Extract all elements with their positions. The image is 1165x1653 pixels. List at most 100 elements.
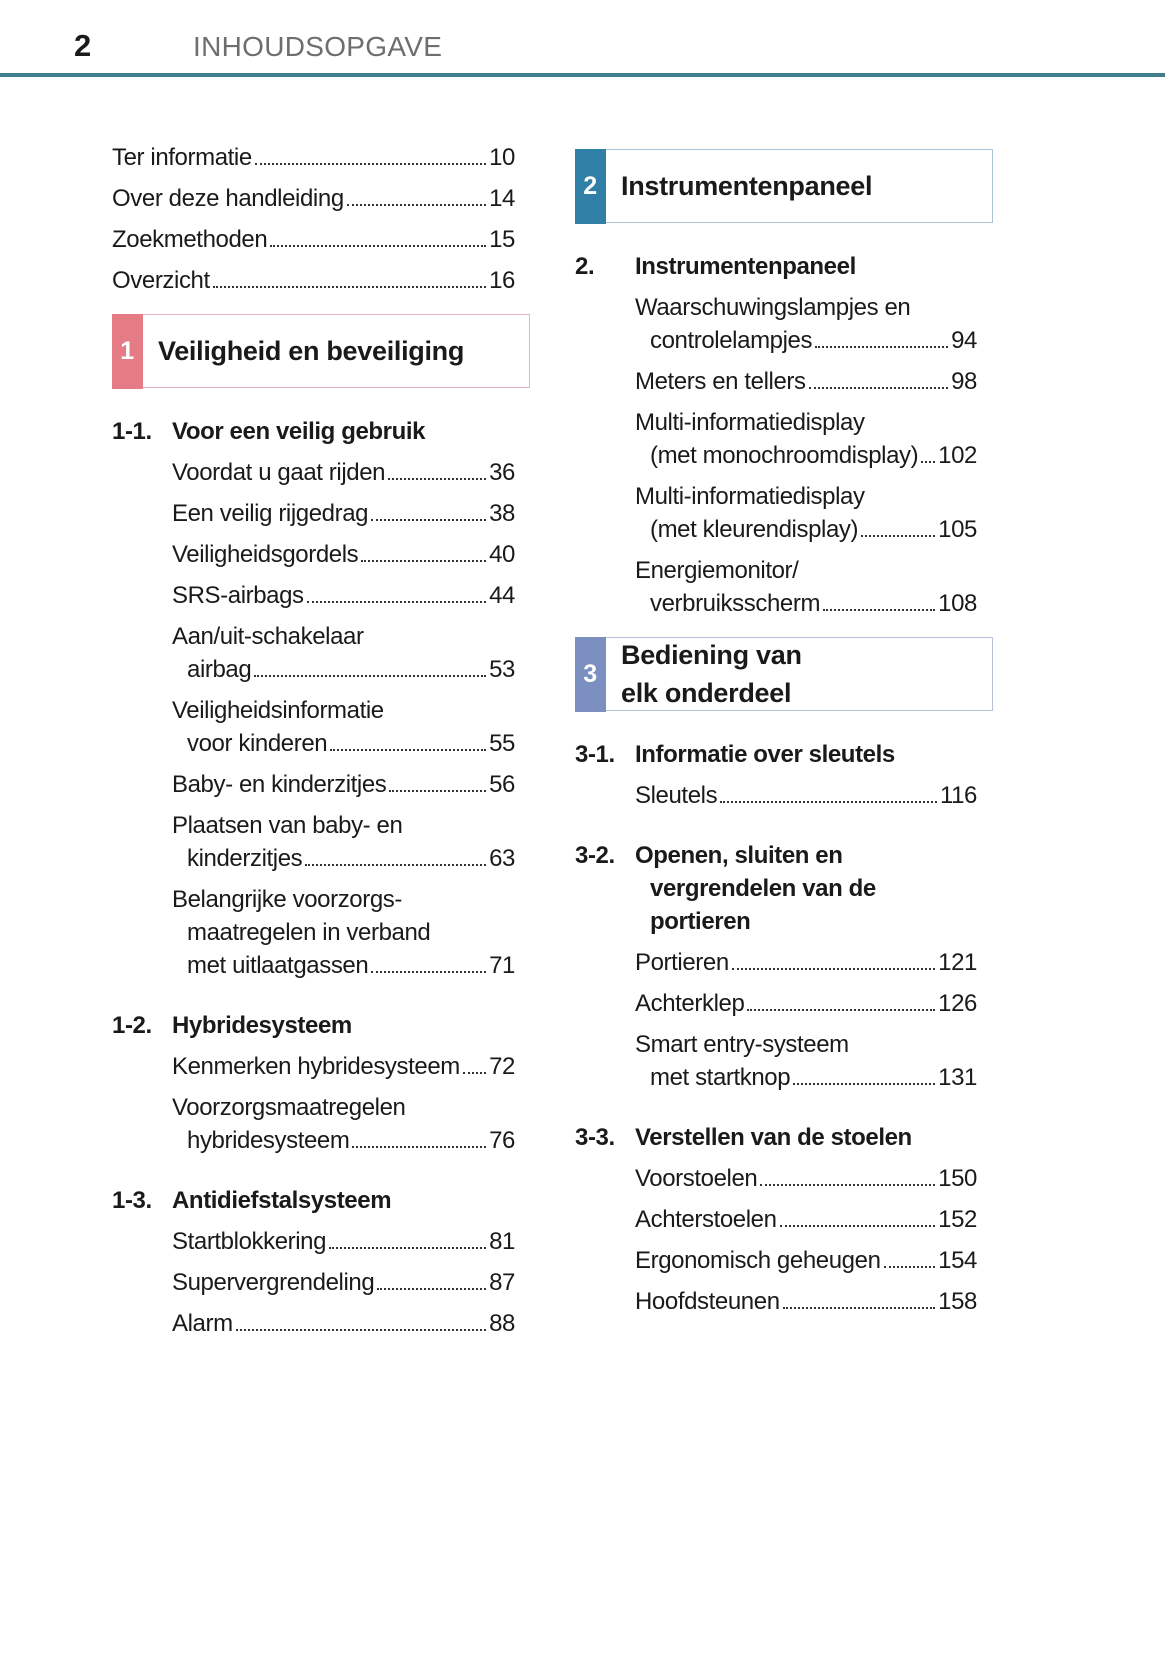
- toc-entry-line: Ter informatie 10: [112, 141, 515, 174]
- toc-entry-line: Waarschuwingslampjes en: [635, 291, 977, 324]
- toc-entry[interactable]: Alarm 88: [172, 1307, 515, 1340]
- toc-entry[interactable]: Smart entry-systeem met startknop 131: [635, 1028, 977, 1094]
- toc-page-number: 105: [938, 516, 977, 543]
- dot-leader: [823, 609, 936, 611]
- toc-page-number: 40: [489, 541, 515, 568]
- chapter-box[interactable]: 3 Bediening van elk onderdeel: [574, 636, 993, 712]
- chapter-box[interactable]: 2 Instrumentenpaneel: [574, 148, 993, 224]
- toc-entry[interactable]: Kenmerken hybridesysteem 72: [172, 1050, 515, 1083]
- toc-page-number: 102: [938, 442, 977, 469]
- toc-entry-line: met startknop 131: [635, 1061, 977, 1094]
- toc-entry[interactable]: Voorstoelen 150: [635, 1162, 977, 1195]
- toc-entry[interactable]: Achterklep 126: [635, 987, 977, 1020]
- toc-entry-title: Ter informatie: [112, 144, 252, 171]
- toc-entry[interactable]: Over deze handleiding 14: [112, 182, 515, 215]
- toc-page-number: 10: [489, 144, 515, 171]
- toc-entry-title: Aan/uit-schakelaar: [172, 623, 364, 650]
- toc-entry[interactable]: Sleutels 116: [635, 779, 977, 812]
- dot-leader: [305, 864, 487, 866]
- dot-leader: [371, 971, 487, 973]
- left-column: Ter informatie 10 Over deze handleiding 14 Z…: [111, 141, 530, 1340]
- section-title: Informatie over sleutels: [635, 741, 895, 768]
- toc-entry[interactable]: SRS-airbags 44: [172, 579, 515, 612]
- section-heading[interactable]: 1-3. Antidiefstalsysteem: [112, 1184, 515, 1217]
- toc-entry-title: Portieren: [635, 949, 729, 976]
- toc-entry[interactable]: Ergonomisch geheugen 154: [635, 1244, 977, 1277]
- toc-entry-line: Veiligheidsinformatie: [172, 694, 515, 727]
- toc-entry-line: Voorzorgsmaatregelen: [172, 1091, 515, 1124]
- dot-leader: [462, 1072, 487, 1074]
- toc-page-number: 14: [489, 185, 515, 212]
- section-heading[interactable]: 1-2. Hybridesysteem: [112, 1009, 515, 1042]
- toc-page-number: 94: [951, 327, 977, 354]
- toc-entry[interactable]: Startblokkering 81: [172, 1225, 515, 1258]
- toc-entry[interactable]: Een veilig rijgedrag 38: [172, 497, 515, 530]
- toc-page-number: 87: [489, 1269, 515, 1296]
- section-heading[interactable]: 2. Instrumentenpaneel: [575, 250, 977, 283]
- dot-leader: [779, 1225, 936, 1227]
- toc-entry-title: (met kleurendisplay): [650, 516, 859, 543]
- section-heading[interactable]: 3-3. Verstellen van de stoelen: [575, 1121, 977, 1154]
- toc-entry-line: Meters en tellers 98: [635, 365, 977, 398]
- section-heading[interactable]: 3-1. Informatie over sleutels: [575, 738, 977, 771]
- toc-entry-title: Voorzorgsmaatregelen: [172, 1094, 406, 1121]
- toc-entry-line: Voordat u gaat rijden 36: [172, 456, 515, 489]
- toc-entry[interactable]: Waarschuwingslampjes en controlelampjes 94: [635, 291, 977, 357]
- toc-entry[interactable]: Voordat u gaat rijden 36: [172, 456, 515, 489]
- toc-entry-line: verbruiksscherm 108: [635, 587, 977, 620]
- dot-leader: [760, 1184, 936, 1186]
- toc-entry[interactable]: Supervergrendeling 87: [172, 1266, 515, 1299]
- toc-entry[interactable]: Multi-informatiedisplay (met monochroomdi…: [635, 406, 977, 472]
- toc-entry-line: Sleutels 116: [635, 779, 977, 812]
- toc-entry[interactable]: Ter informatie 10: [112, 141, 515, 174]
- toc-entry[interactable]: Veiligheidsinformatie voor kinderen 55: [172, 694, 515, 760]
- toc-page-number: 72: [489, 1053, 515, 1080]
- toc-page-number: 16: [489, 267, 515, 294]
- toc-entry[interactable]: Belangrijke voorzorgs-maatregelen in ver…: [172, 883, 515, 982]
- section-number: 1-3.: [112, 1187, 152, 1214]
- toc-entry-title: Overzicht: [112, 267, 210, 294]
- toc-entry[interactable]: Achterstoelen 152: [635, 1203, 977, 1236]
- toc-section: 2. Instrumentenpaneel Waarschuwingslampjes…: [575, 250, 977, 620]
- chapter-box[interactable]: 1 Veiligheid en beveiliging: [111, 313, 530, 389]
- toc-entry[interactable]: Aan/uit-schakelaar airbag 53: [172, 620, 515, 686]
- toc-page-number: 56: [489, 771, 515, 798]
- toc-entry[interactable]: Multi-informatiedisplay (met kleurendispl…: [635, 480, 977, 546]
- toc-entry-title: voor kinderen: [187, 730, 328, 757]
- chapter-title-line: Bediening van: [621, 640, 802, 670]
- toc-entry[interactable]: Hoofdsteunen 158: [635, 1285, 977, 1318]
- toc-entry[interactable]: Overzicht 16: [112, 264, 515, 297]
- dot-leader: [883, 1266, 936, 1268]
- toc-entry[interactable]: Portieren 121: [635, 946, 977, 979]
- toc-entry-line: Achterstoelen 152: [635, 1203, 977, 1236]
- section-heading[interactable]: vergrendelen van de: [575, 872, 977, 905]
- section-title: Hybridesysteem: [172, 1012, 352, 1039]
- dot-leader: [861, 535, 936, 537]
- dot-leader: [377, 1288, 487, 1290]
- dot-leader: [212, 286, 487, 288]
- toc-page-number: 15: [489, 226, 515, 253]
- section-heading[interactable]: portieren: [575, 905, 977, 938]
- toc-section: 1-3. Antidiefstalsysteem Startblokkering 81…: [112, 1184, 515, 1340]
- toc-entry[interactable]: Voorzorgsmaatregelen hybridesysteem 76: [172, 1091, 515, 1157]
- toc-entry[interactable]: Veiligheidsgordels 40: [172, 538, 515, 571]
- toc-entry[interactable]: Meters en tellers 98: [635, 365, 977, 398]
- toc-entry-line: maatregelen in verband: [172, 916, 515, 949]
- toc-page-number: 38: [489, 500, 515, 527]
- toc-entry-line: (met kleurendisplay) 105: [635, 513, 977, 546]
- section-heading[interactable]: 1-1. Voor een veilig gebruik: [112, 415, 515, 448]
- toc-page-number: 71: [489, 952, 515, 979]
- toc-entry-title: hybridesysteem: [187, 1127, 350, 1154]
- toc-entry-line: Overzicht 16: [112, 264, 515, 297]
- toc-entry[interactable]: Zoekmethoden 15: [112, 223, 515, 256]
- dot-leader: [921, 461, 936, 463]
- dot-leader: [329, 1247, 487, 1249]
- section-heading[interactable]: 3-2. Openen, sluiten en: [575, 839, 977, 872]
- toc-entry[interactable]: Energiemonitor/verbruiksscherm 108: [635, 554, 977, 620]
- toc-entry[interactable]: Baby- en kinderzitjes 56: [172, 768, 515, 801]
- chapter-title-line: Instrumentenpaneel: [621, 171, 873, 201]
- toc-entry-line: hybridesysteem 76: [172, 1124, 515, 1157]
- toc-entry-line: Supervergrendeling 87: [172, 1266, 515, 1299]
- toc-entry[interactable]: Plaatsen van baby- en kinderzitjes 63: [172, 809, 515, 875]
- toc-entry-title: Baby- en kinderzitjes: [172, 771, 387, 798]
